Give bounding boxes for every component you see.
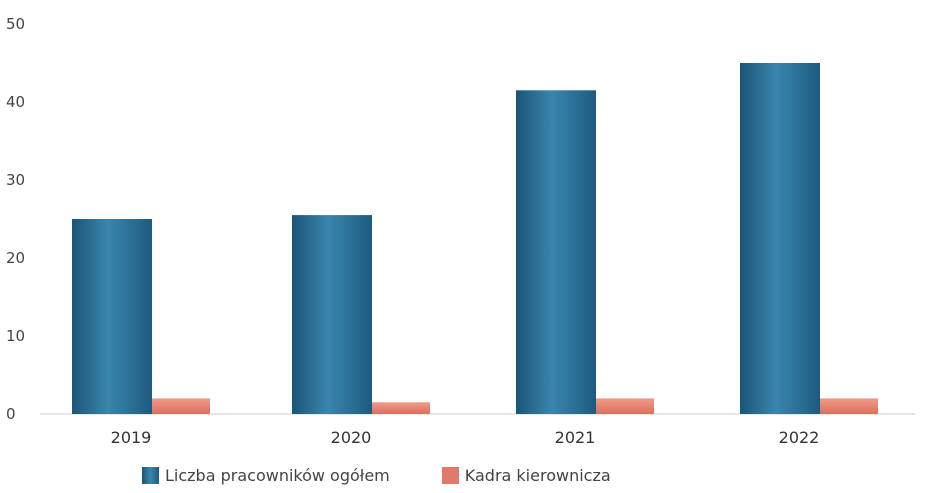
y-tick-label: 10	[6, 327, 25, 345]
legend-label-series-2: Kadra kierownicza	[464, 466, 611, 485]
legend-label-series-1: Liczba pracowników ogółem	[165, 466, 390, 485]
bar-liczba-pracownikow-2019	[72, 219, 152, 414]
legend-item-series-1: Liczba pracowników ogółem	[142, 466, 390, 485]
bar-kadra-kierownicza-2020	[372, 402, 430, 414]
y-tick-label: 50	[6, 15, 25, 33]
x-category-label: 2021	[555, 428, 596, 447]
legend: Liczba pracowników ogółem Kadra kierowni…	[142, 466, 663, 485]
bar-kadra-kierownicza-2019	[152, 398, 210, 414]
y-tick-label: 20	[6, 249, 25, 267]
bar-liczba-pracownikow-2020	[292, 215, 372, 414]
bar-kadra-kierownicza-2022	[820, 398, 878, 414]
x-axis-categories: 2019 2020 2021 2022	[111, 428, 820, 447]
bars-group	[72, 63, 878, 415]
bar-liczba-pracownikow-2021	[516, 90, 596, 415]
x-category-label: 2022	[779, 428, 820, 447]
x-category-label: 2019	[111, 428, 152, 447]
y-tick-label: 0	[6, 405, 16, 423]
y-tick-label: 40	[6, 93, 25, 111]
legend-item-series-2: Kadra kierownicza	[441, 466, 611, 485]
y-axis-ticks: 0 10 20 30 40 50	[6, 15, 25, 423]
legend-swatch-blue	[142, 467, 159, 484]
x-category-label: 2020	[331, 428, 372, 447]
bar-liczba-pracownikow-2022	[740, 63, 820, 414]
y-tick-label: 30	[6, 171, 25, 189]
bar-kadra-kierownicza-2021	[596, 398, 654, 414]
legend-swatch-red	[441, 467, 459, 484]
